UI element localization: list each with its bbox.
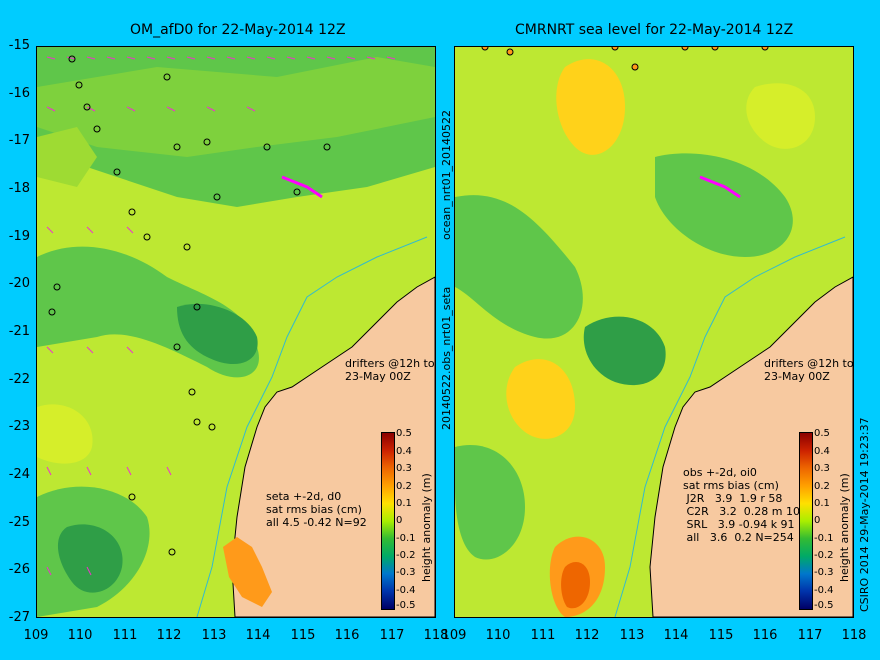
footer-credit: CSIRO 2014 29-May-2014 19:23:37 — [858, 417, 871, 612]
cbar-tick: -0.4 — [814, 585, 834, 596]
x-tick-label: 115 — [708, 628, 734, 643]
x-tick-label: 118 — [423, 628, 449, 643]
cbar-tick: -0.1 — [814, 533, 834, 544]
cbar-tick: 0.3 — [814, 463, 830, 474]
x-tick-label: 110 — [67, 628, 93, 643]
x-tick-label: 111 — [530, 628, 556, 643]
right-stats-text: obs +-2d, oi0 sat rms bias (cm) J2R 3.9 … — [683, 466, 807, 544]
cbar-tick: -0.3 — [814, 567, 834, 578]
right-map-panel[interactable] — [454, 46, 854, 618]
right-panel-title: CMRNRT sea level for 22-May-2014 12Z — [515, 22, 794, 38]
x-tick-label: 116 — [334, 628, 360, 643]
x-tick-label: 109 — [23, 628, 49, 643]
cbar-tick: 0.4 — [396, 446, 412, 457]
right-side-label-bottom: 20140522.obs_nrt01_seta — [440, 286, 453, 430]
cbar-tick: 0.1 — [396, 498, 412, 509]
y-tick-label: -20 — [8, 276, 30, 291]
y-tick-label: -15 — [8, 38, 30, 53]
cbar-tick: 0 — [396, 515, 403, 526]
y-tick-label: -25 — [8, 515, 30, 530]
right-colorbar-label: height anomaly (m) — [838, 473, 851, 582]
right-colorbar — [799, 432, 813, 610]
y-tick-label: -26 — [8, 562, 30, 577]
cbar-tick: -0.1 — [396, 533, 416, 544]
cbar-tick: 0.3 — [396, 463, 412, 474]
y-tick-label: -16 — [8, 86, 30, 101]
cbar-tick: 0.4 — [814, 446, 830, 457]
right-drifter-legend: drifters @12h to 23-May 00Z — [764, 357, 854, 383]
cbar-tick: -0.2 — [814, 550, 834, 561]
x-tick-label: 112 — [156, 628, 182, 643]
cbar-tick: 0.2 — [814, 481, 830, 492]
cbar-tick: -0.5 — [396, 600, 416, 611]
x-tick-label: 114 — [663, 628, 689, 643]
cbar-tick: 0.2 — [396, 481, 412, 492]
cbar-tick: 0.5 — [814, 428, 830, 439]
cbar-tick: 0 — [814, 515, 821, 526]
left-drifter-legend: drifters @12h to 23-May 00Z — [345, 357, 435, 383]
x-tick-label: 113 — [201, 628, 227, 643]
x-tick-label: 117 — [379, 628, 405, 643]
x-tick-label: 117 — [797, 628, 823, 643]
y-tick-label: -18 — [8, 181, 30, 196]
left-stats-text: seta +-2d, d0 sat rms bias (cm) all 4.5 … — [266, 490, 367, 529]
x-tick-label: 111 — [112, 628, 138, 643]
y-tick-label: -19 — [8, 229, 30, 244]
cbar-tick: -0.3 — [396, 567, 416, 578]
y-tick-label: -22 — [8, 372, 30, 387]
left-map-panel[interactable] — [36, 46, 436, 618]
x-tick-label: 113 — [619, 628, 645, 643]
y-tick-label: -17 — [8, 133, 30, 148]
left-colorbar — [381, 432, 395, 610]
x-tick-label: 110 — [485, 628, 511, 643]
left-colorbar-label: height anomaly (m) — [420, 473, 433, 582]
x-tick-label: 115 — [290, 628, 316, 643]
cbar-tick: 0.5 — [396, 428, 412, 439]
x-tick-label: 109 — [441, 628, 467, 643]
x-tick-label: 118 — [841, 628, 867, 643]
x-tick-label: 114 — [245, 628, 271, 643]
y-tick-label: -24 — [8, 467, 30, 482]
y-tick-label: -27 — [8, 610, 30, 625]
right-side-label-top: ocean_nrt01_20140522 — [440, 109, 453, 240]
x-tick-label: 112 — [574, 628, 600, 643]
x-tick-label: 116 — [752, 628, 778, 643]
cbar-tick: 0.1 — [814, 498, 830, 509]
y-tick-label: -23 — [8, 419, 30, 434]
left-panel-title: OM_afD0 for 22-May-2014 12Z — [130, 22, 346, 38]
y-tick-label: -21 — [8, 324, 30, 339]
cbar-tick: -0.4 — [396, 585, 416, 596]
cbar-tick: -0.2 — [396, 550, 416, 561]
cbar-tick: -0.5 — [814, 600, 834, 611]
